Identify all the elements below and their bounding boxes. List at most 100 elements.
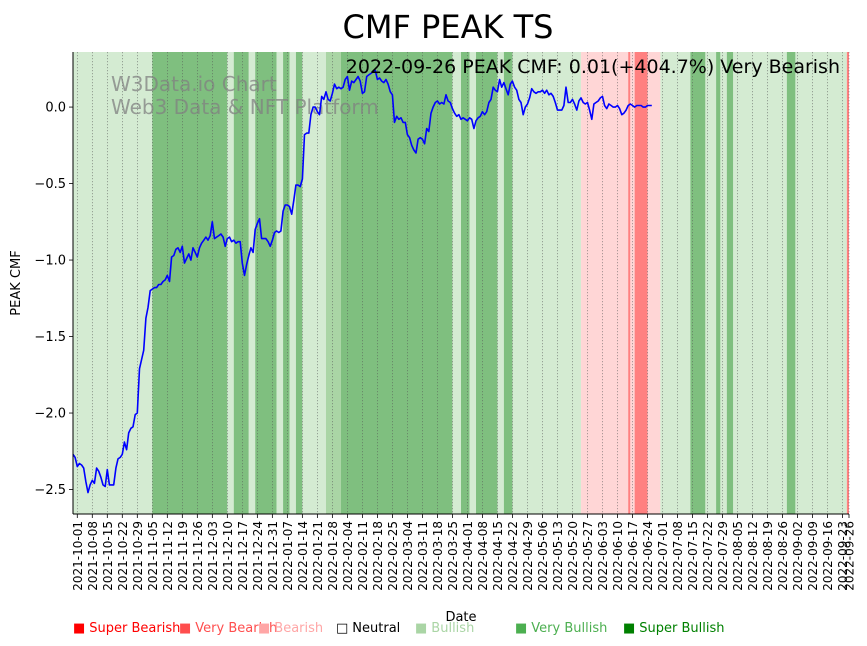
- x-tick-label-39: 2022-07-01: [656, 521, 670, 591]
- x-tick-label-21: 2022-02-25: [386, 521, 400, 591]
- x-tick-label-29: 2022-04-22: [506, 521, 520, 591]
- x-tick-label-28: 2022-04-15: [491, 521, 505, 591]
- x-tick-label-30: 2022-04-29: [521, 521, 535, 591]
- annotation: 2022-09-26 PEAK CMF: 0.01(+404.7%) Very …: [346, 56, 840, 78]
- x-tick-label-8: 2021-11-26: [191, 521, 205, 591]
- signal-band-1: [152, 52, 228, 514]
- x-tick-label-50: 2022-09-16: [821, 521, 835, 591]
- signal-band-4: [248, 52, 256, 514]
- signal-bands: [73, 52, 849, 514]
- legend-swatch: ■: [515, 621, 528, 636]
- x-tick-label-42: 2022-07-22: [701, 521, 715, 591]
- signal-band-7: [283, 52, 290, 514]
- x-tick-label-44: 2022-08-05: [731, 521, 745, 591]
- signal-band-23: [634, 52, 648, 514]
- y-tick-label-1: −0.5: [34, 177, 66, 192]
- x-tick-label-22: 2022-03-04: [401, 521, 415, 591]
- legend-item-very-bearish: ■ Very Bearish: [179, 621, 277, 636]
- signal-band-13: [452, 52, 461, 514]
- x-tick-label-31: 2022-05-06: [536, 521, 550, 591]
- x-tick-label-7: 2021-11-19: [176, 521, 190, 591]
- x-tick-label-46: 2022-08-19: [761, 521, 775, 591]
- legend-item-bearish: ■ Bearish: [258, 621, 323, 636]
- signal-band-5: [255, 52, 277, 514]
- y-tick-label-5: −2.5: [34, 483, 66, 498]
- legend-item-super-bearish: ■ Super Bearish: [73, 621, 180, 636]
- signal-band-28: [716, 52, 721, 514]
- x-tick-label-34: 2022-05-27: [581, 521, 595, 591]
- x-tick-label-13: 2021-12-31: [266, 521, 280, 591]
- x-tick-label-5: 2021-11-05: [146, 521, 160, 591]
- x-tick-label-47: 2022-08-26: [776, 521, 790, 591]
- legend-swatch: ■: [623, 621, 636, 636]
- watermark-line-1: W3Data.io Chart: [111, 72, 277, 96]
- legend-label: Bullish: [431, 621, 475, 636]
- x-tick-label-24: 2022-03-18: [431, 521, 445, 591]
- signal-band-25: [660, 52, 691, 514]
- legend-label: Neutral: [352, 621, 401, 636]
- x-tick-label-2: 2021-10-15: [101, 521, 115, 591]
- x-tick-label-26: 2022-04-01: [461, 521, 475, 591]
- x-tick-label-10: 2021-12-10: [221, 521, 235, 591]
- x-tick-label-35: 2022-06-03: [596, 521, 610, 591]
- signal-band-15: [469, 52, 477, 514]
- x-tick-label-40: 2022-07-08: [671, 521, 685, 591]
- signal-band-3: [233, 52, 249, 514]
- legend-swatch: ■: [258, 621, 271, 636]
- x-tick-label-4: 2021-10-29: [131, 521, 145, 591]
- signal-band-29: [720, 52, 727, 514]
- signal-band-17: [497, 52, 504, 514]
- signal-band-0: [73, 52, 153, 514]
- signal-band-9: [295, 52, 303, 514]
- x-tick-label-51: 2022-09-23: [836, 521, 850, 591]
- x-tick-label-37: 2022-06-17: [626, 521, 640, 591]
- x-tick-label-52: 2022-09-26: [843, 521, 857, 591]
- y-tick-label-0: 0.0: [45, 101, 66, 116]
- watermark-line-2: Web3 Data & NFT Platform: [111, 95, 379, 119]
- x-tick-label-36: 2022-06-10: [611, 521, 625, 591]
- y-ticks: 0.0 −0.5 −1.0 −1.5 −2.0 −2.5: [34, 101, 73, 498]
- signal-band-8: [289, 52, 296, 514]
- signal-band-11: [325, 52, 341, 514]
- legend-swatch: ■: [415, 621, 428, 636]
- x-tick-label-14: 2022-01-07: [281, 521, 295, 591]
- legend-item-neutral: □ Neutral: [336, 621, 400, 636]
- x-tick-label-6: 2021-11-12: [161, 521, 175, 591]
- signal-band-33: [795, 52, 847, 514]
- signal-band-16: [476, 52, 498, 514]
- x-tick-label-17: 2022-01-28: [326, 521, 340, 591]
- y-tick-label-2: −1.0: [34, 254, 66, 269]
- chart-title: CMF PEAK TS: [343, 8, 554, 46]
- legend-item-super-bullish: ■ Super Bullish: [623, 621, 725, 636]
- x-tick-label-38: 2022-06-24: [641, 521, 655, 591]
- y-axis-label: PEAK CMF: [9, 250, 24, 315]
- legend-item-very-bullish: ■ Very Bullish: [515, 621, 607, 636]
- y-tick-label-4: −2.0: [34, 407, 66, 422]
- x-tick-label-32: 2022-05-13: [551, 521, 565, 591]
- signal-band-21: [628, 52, 631, 514]
- x-axis-label: Date: [445, 610, 476, 625]
- legend-label: Super Bearish: [89, 621, 181, 636]
- signal-band-27: [705, 52, 717, 514]
- legend-label: Super Bullish: [639, 621, 725, 636]
- legend-item-bullish: ■ Bullish: [415, 621, 474, 636]
- x-tick-label-15: 2022-01-14: [296, 521, 310, 591]
- x-tick-label-41: 2022-07-15: [686, 521, 700, 591]
- x-tick-label-27: 2022-04-08: [476, 521, 490, 591]
- x-ticks: 2021-10-01 2021-10-08 2021-10-15 2021-10-22…: [71, 514, 857, 591]
- x-tick-label-11: 2021-12-17: [236, 521, 250, 591]
- signal-band-26: [690, 52, 706, 514]
- x-tick-label-12: 2021-12-24: [251, 521, 265, 591]
- legend-label: Very Bullish: [531, 621, 608, 636]
- x-tick-label-33: 2022-05-20: [566, 521, 580, 591]
- signal-band-12: [340, 52, 453, 514]
- legend-swatch: ■: [73, 621, 86, 636]
- signal-band-30: [726, 52, 734, 514]
- signal-band-6: [276, 52, 284, 514]
- signal-band-14: [461, 52, 470, 514]
- x-tick-label-3: 2021-10-22: [116, 521, 130, 591]
- x-tick-label-16: 2022-01-21: [311, 521, 325, 591]
- x-tick-label-23: 2022-03-11: [416, 521, 430, 591]
- series-line-peak-cmf: [72, 69, 652, 494]
